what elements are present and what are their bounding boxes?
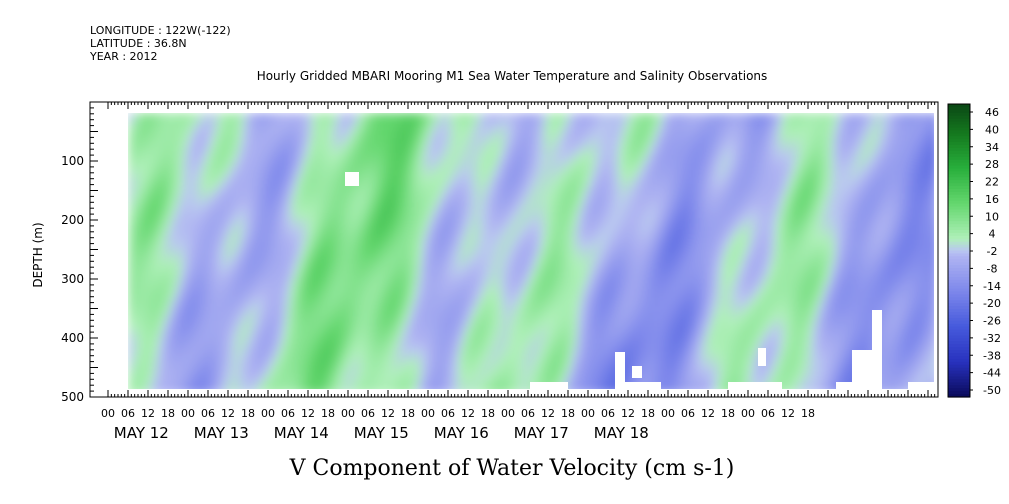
x-tick-label: 00 (661, 407, 675, 420)
x-day-label: MAY 14 (274, 424, 329, 442)
x-tick-label: 18 (401, 407, 415, 420)
colorbar-label: 16 (985, 193, 999, 206)
x-tick-label: 06 (441, 407, 455, 420)
x-tick-label: 18 (641, 407, 655, 420)
x-tick-label: 12 (301, 407, 315, 420)
longitude-label: LONGITUDE : 122W(-122) (90, 24, 231, 37)
x-tick-label: 06 (521, 407, 535, 420)
x-tick-label: 12 (141, 407, 155, 420)
colorbar-label: -2 (987, 245, 998, 258)
x-tick-label: 18 (241, 407, 255, 420)
colorbar-label: 34 (985, 141, 999, 154)
x-tick-label: 06 (121, 407, 135, 420)
x-tick-label: 18 (481, 407, 495, 420)
colorbar-label: -26 (983, 315, 1001, 328)
y-tick-label: 200 (61, 213, 84, 227)
x-tick-label: 18 (561, 407, 575, 420)
colorbar-label: -20 (983, 297, 1001, 310)
y-axis-label: DEPTH (m) (31, 222, 45, 287)
colorbar-label: -38 (983, 349, 1001, 362)
colorbar-label: 4 (989, 228, 996, 241)
x-tick-label: 12 (781, 407, 795, 420)
y-tick-label: 300 (61, 272, 84, 286)
x-day-label: MAY 16 (434, 424, 489, 442)
x-tick-label: 12 (461, 407, 475, 420)
colorbar-label: -32 (983, 332, 1001, 345)
x-tick-label: 18 (161, 407, 175, 420)
x-tick-label: 06 (281, 407, 295, 420)
colorbar-label: -44 (983, 367, 1001, 380)
year-label: YEAR : 2012 (90, 50, 158, 63)
x-tick-label: 00 (421, 407, 435, 420)
x-tick-label: 00 (501, 407, 515, 420)
colorbar-label: -50 (983, 384, 1001, 397)
x-tick-label: 06 (681, 407, 695, 420)
x-tick-label: 00 (181, 407, 195, 420)
colorbar-label: 40 (985, 123, 999, 136)
colorbar-label: 22 (985, 176, 999, 189)
x-day-label: MAY 17 (514, 424, 569, 442)
y-tick-label: 500 (61, 390, 84, 404)
x-tick-label: 12 (221, 407, 235, 420)
colorbar-label: 28 (985, 158, 999, 171)
x-tick-label: 00 (741, 407, 755, 420)
y-axis: 100 200 300 400 500 (61, 101, 98, 404)
x-tick-label: 12 (381, 407, 395, 420)
x-tick-label: 12 (701, 407, 715, 420)
x-day-label: MAY 12 (114, 424, 169, 442)
x-tick-label: 00 (261, 407, 275, 420)
x-day-label: MAY 15 (354, 424, 409, 442)
x-tick-label: 00 (101, 407, 115, 420)
x-tick-label: 12 (621, 407, 635, 420)
x-tick-label: 06 (601, 407, 615, 420)
colorbar-label: 46 (985, 106, 999, 119)
x-tick-label: 18 (721, 407, 735, 420)
colorbar-label: -8 (987, 262, 998, 275)
x-day-label: MAY 13 (194, 424, 249, 442)
colorbar: 46 40 34 28 22 16 10 4 -2 -8 -14 -20 -26 -32 -38 -44 -50 (947, 103, 1001, 398)
y-tick-label: 100 (61, 154, 84, 168)
colorbar-label: 10 (985, 210, 999, 223)
chart-title: Hourly Gridded MBARI Mooring M1 Sea Wate… (257, 69, 768, 83)
y-tick-label: 400 (61, 331, 84, 345)
latitude-label: LATITUDE : 36.8N (90, 37, 187, 50)
plot-area (128, 113, 934, 389)
x-tick-label: 06 (201, 407, 215, 420)
x-tick-label: 18 (801, 407, 815, 420)
x-tick-label: 12 (541, 407, 555, 420)
x-tick-label: 06 (761, 407, 775, 420)
x-axis-label: V Component of Water Velocity (cm s-1) (289, 456, 735, 481)
x-tick-label: 00 (341, 407, 355, 420)
x-tick-label: 06 (361, 407, 375, 420)
x-axis: 00 06 12 18 00 06 12 18 00 06 12 18 00 06 12 18 00 06 12 18… (101, 102, 939, 442)
colorbar-label: -14 (983, 280, 1001, 293)
x-tick-label: 18 (321, 407, 335, 420)
x-day-label: MAY 18 (594, 424, 649, 442)
x-tick-label: 00 (581, 407, 595, 420)
